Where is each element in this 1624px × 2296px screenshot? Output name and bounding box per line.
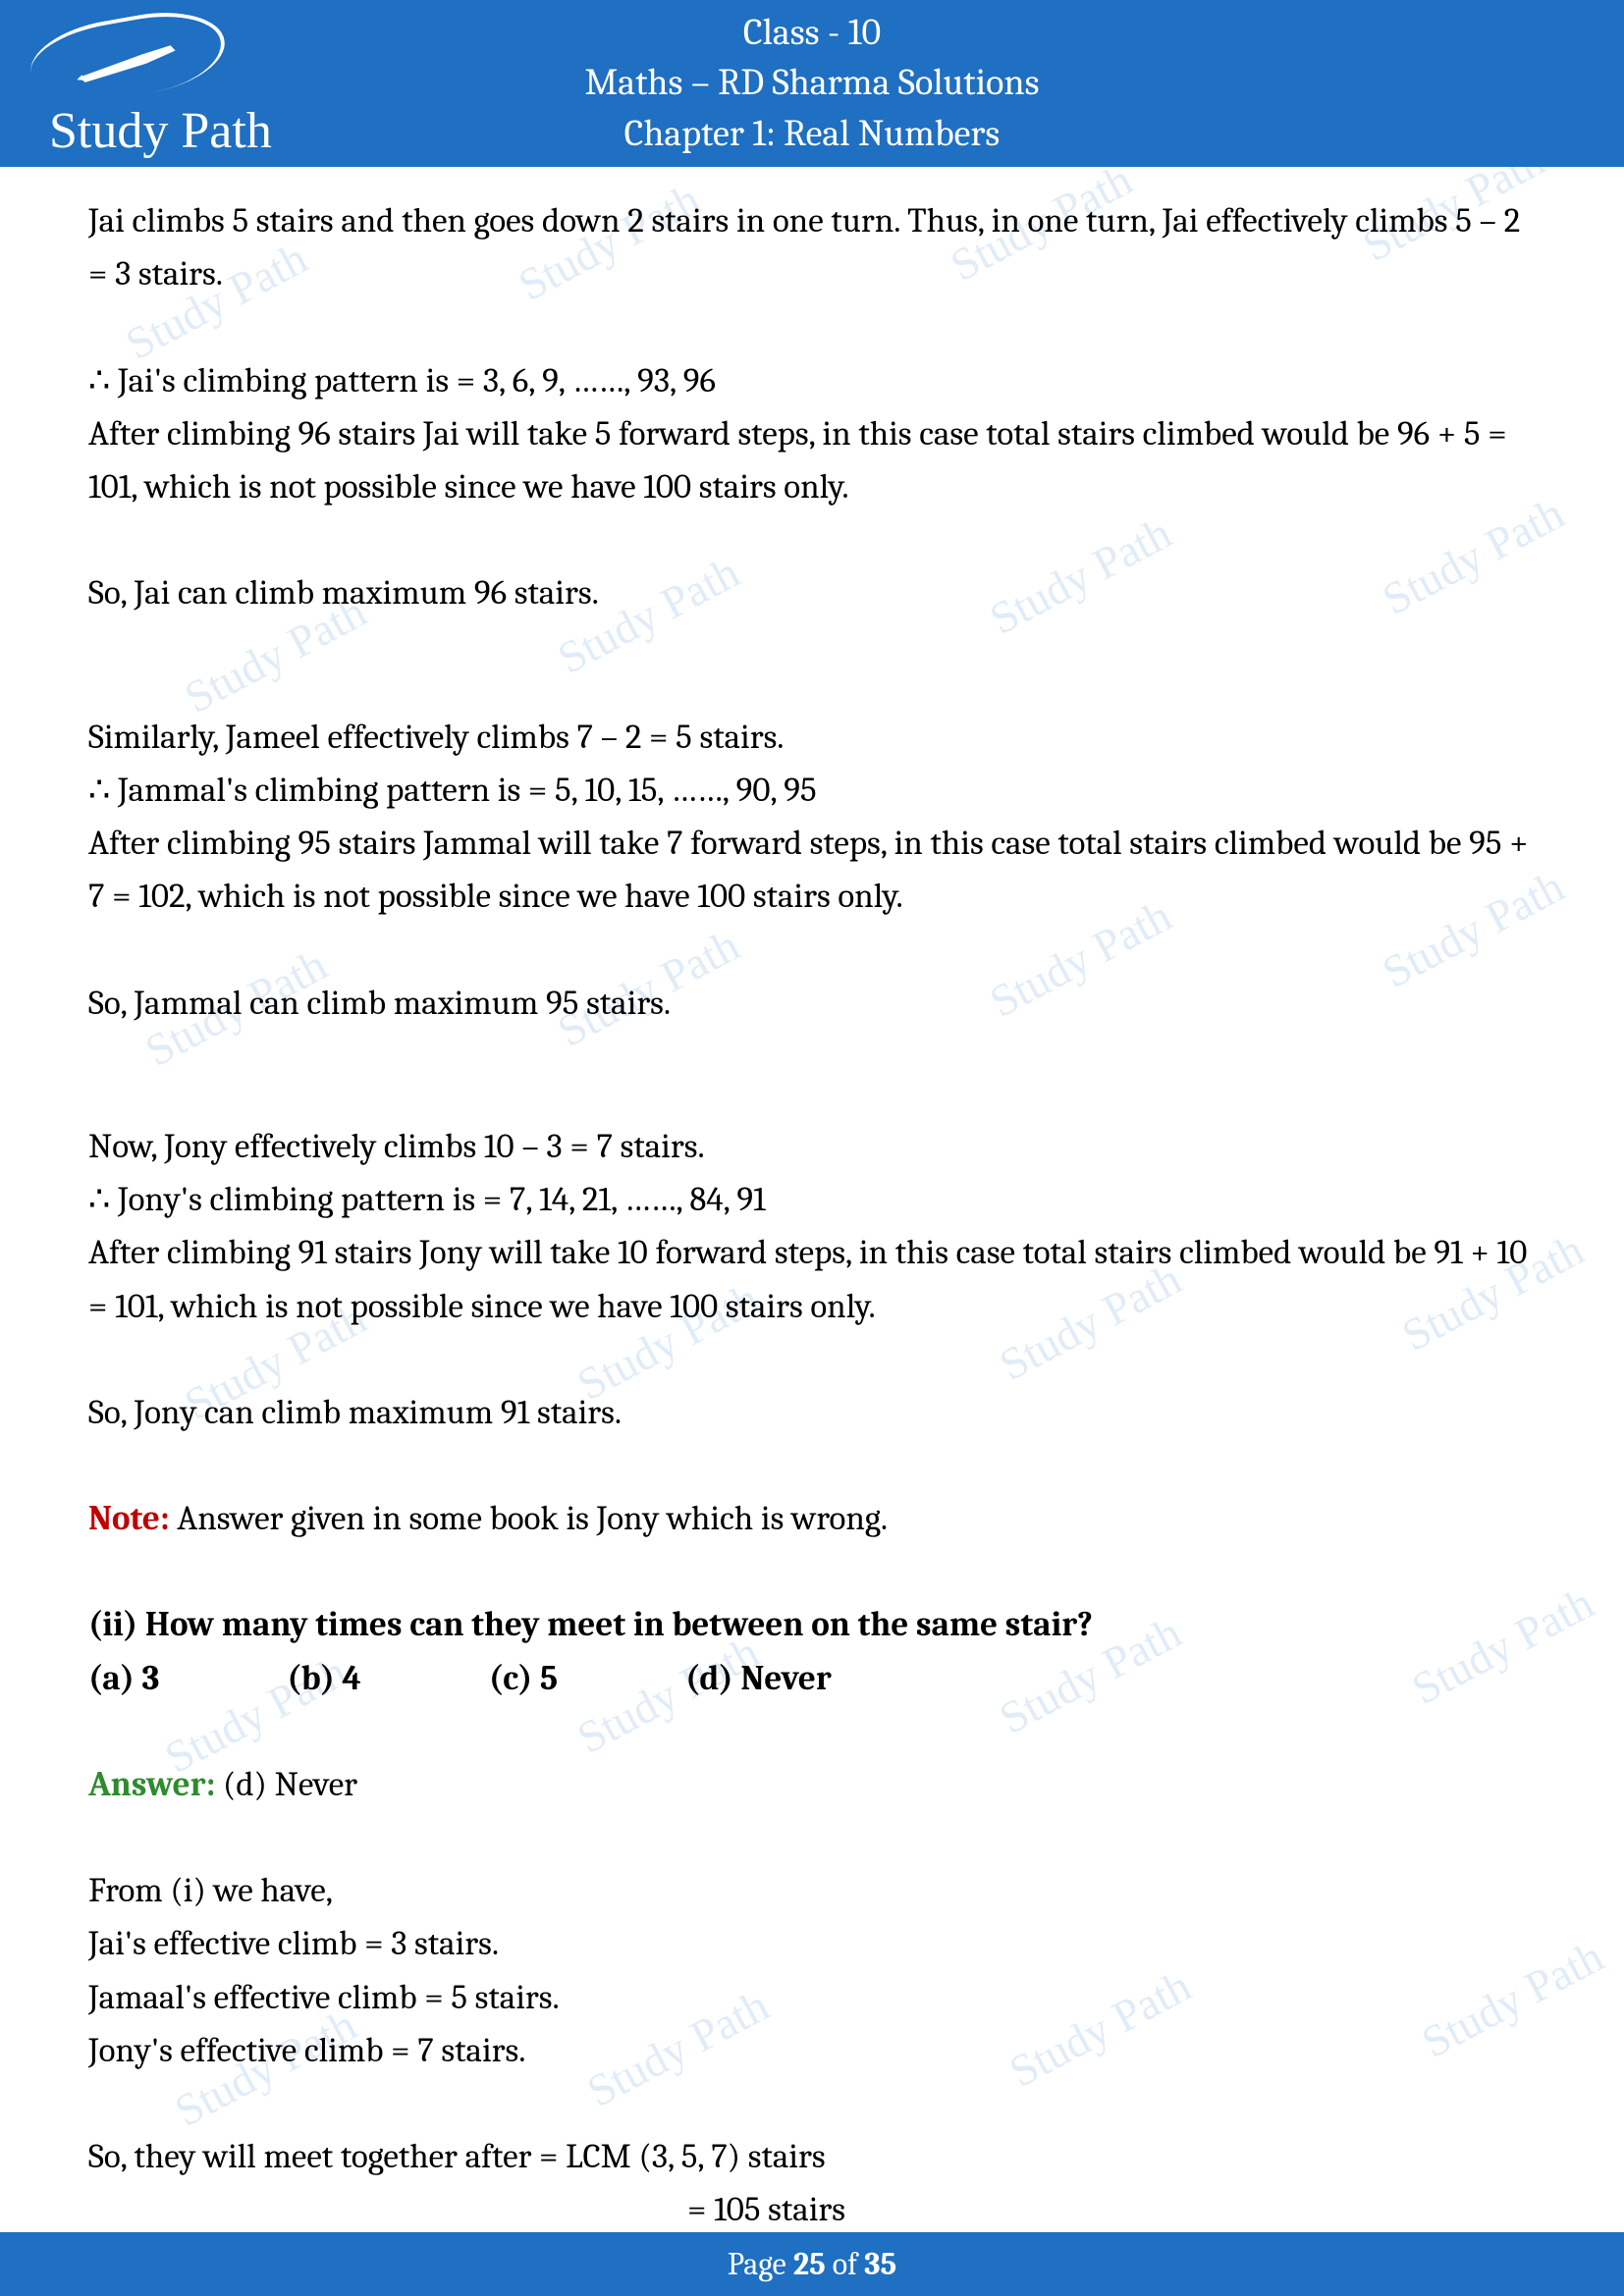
option-b: (b) 4 (287, 1652, 361, 1705)
paragraph: Jamaal's effective climb = 5 stairs. (88, 1971, 1536, 2024)
page-content: Jai climbs 5 stairs and then goes down 2… (0, 167, 1624, 2237)
paragraph: ∴ Jai's climbing pattern is = 3, 6, 9, …… (88, 354, 1536, 407)
option-c: (c) 5 (489, 1652, 558, 1705)
paragraph: So, Jai can climb maximum 96 stairs. (88, 566, 1536, 619)
paragraph: Now, Jony effectively climbs 10 – 3 = 7 … (88, 1120, 1536, 1173)
paragraph: ∴ Jony's climbing pattern is = 7, 14, 21… (88, 1173, 1536, 1226)
paragraph: From (i) we have, (88, 1864, 1536, 1917)
options-row: (a) 3 (b) 4 (c) 5 (d) Never (88, 1652, 1536, 1705)
option-d: (d) Never (685, 1652, 832, 1705)
paragraph: Jai's effective climb = 3 stairs. (88, 1917, 1536, 1970)
option-a: (a) 3 (88, 1652, 159, 1705)
logo: Study Path (29, 18, 285, 96)
answer-line: Answer: (d) Never (88, 1758, 1536, 1811)
answer-text: (d) Never (215, 1764, 357, 1804)
page-footer: Page 25 of 35 (0, 2232, 1624, 2296)
paragraph: Similarly, Jameel effectively climbs 7 –… (88, 711, 1536, 764)
logo-text: Study Path (49, 102, 272, 160)
paragraph: After climbing 91 stairs Jony will take … (88, 1226, 1536, 1333)
logo-oval (25, 1, 232, 113)
paragraph: = 105 stairs (88, 2183, 1536, 2236)
paragraph: So, Jammal can climb maximum 95 stairs. (88, 977, 1536, 1030)
paragraph: Jai climbs 5 stairs and then goes down 2… (88, 194, 1536, 301)
footer-middle: of (826, 2246, 864, 2282)
paragraph: After climbing 95 stairs Jammal will tak… (88, 817, 1536, 924)
note-text: Answer given in some book is Jony which … (170, 1498, 889, 1538)
footer-current-page: 25 (793, 2246, 826, 2282)
paragraph: So, Jony can climb maximum 91 stairs. (88, 1386, 1536, 1439)
answer-label: Answer: (88, 1764, 215, 1804)
pen-icon (73, 40, 184, 86)
note-label: Note: (88, 1498, 170, 1538)
note-line: Note: Answer given in some book is Jony … (88, 1492, 1536, 1545)
footer-prefix: Page (728, 2246, 793, 2282)
footer-total-pages: 35 (864, 2246, 896, 2282)
paragraph: After climbing 96 stairs Jai will take 5… (88, 407, 1536, 514)
page-header: Study Path Class - 10 Maths – RD Sharma … (0, 0, 1624, 167)
paragraph: Jony's effective climb = 7 stairs. (88, 2024, 1536, 2077)
paragraph: ∴ Jammal's climbing pattern is = 5, 10, … (88, 764, 1536, 817)
paragraph: So, they will meet together after = LCM … (88, 2130, 1536, 2183)
question-line: (ii) How many times can they meet in bet… (88, 1598, 1536, 1651)
